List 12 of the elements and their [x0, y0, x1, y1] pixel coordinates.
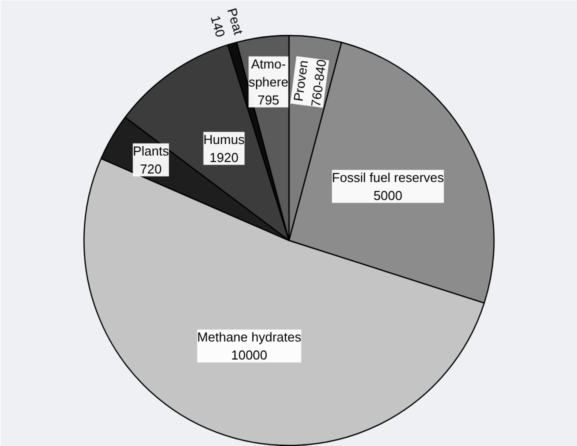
data-label: 760-840: [308, 58, 330, 108]
data-label: 10000: [231, 347, 268, 362]
slice-label: Plants: [132, 143, 170, 158]
data-label: 5000: [373, 188, 402, 203]
data-label: 720: [140, 161, 162, 176]
slice-label: Atmo- sphere: [248, 56, 288, 90]
data-label: 795: [258, 92, 280, 108]
slice-label: Methane hydrates: [197, 329, 302, 344]
data-label: 1920: [210, 150, 238, 165]
slice-label: Fossil fuel reserves: [332, 170, 444, 185]
slice-label: Humus: [203, 132, 246, 147]
slice-label: Proven: [290, 59, 311, 102]
